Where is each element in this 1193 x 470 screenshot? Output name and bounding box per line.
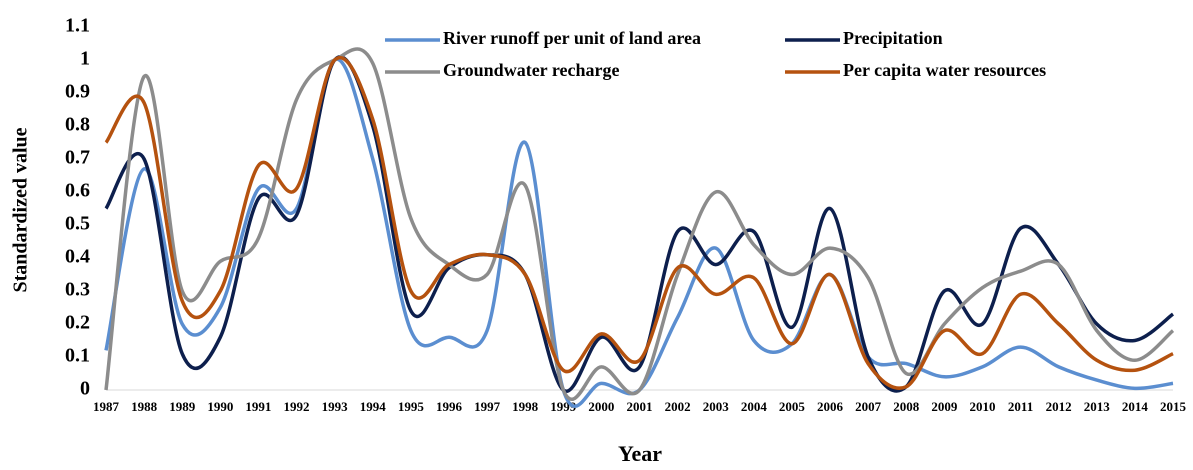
x-tick-label: 2006: [817, 399, 844, 414]
x-tick-label: 2003: [703, 399, 730, 414]
x-tick-label: 1998: [512, 399, 539, 414]
y-tick-label: 0.7: [65, 147, 90, 169]
y-tick-label: 0.6: [65, 180, 90, 202]
series-line: [104, 47, 1175, 401]
legend-label: Groundwater recharge: [443, 60, 619, 80]
y-tick-label: 0.3: [65, 279, 90, 301]
x-tick-label: 1989: [169, 399, 196, 414]
x-tick-label: 1987: [93, 399, 120, 414]
y-tick-label: 0.1: [65, 345, 90, 367]
x-tick-label: 2002: [665, 399, 691, 414]
x-tick-label: 2007: [855, 399, 882, 414]
y-tick-label: 0.4: [65, 246, 90, 268]
x-tick-label: 2013: [1084, 399, 1111, 414]
series-line: [104, 56, 1174, 390]
legend-label: River runoff per unit of land area: [443, 28, 701, 48]
series-line: [104, 57, 1174, 408]
x-tick-label: 2009: [931, 399, 958, 414]
x-axis-title: Year: [618, 441, 662, 466]
y-axis-title: Standardized value: [10, 127, 32, 292]
x-tick-label: 1994: [360, 399, 387, 414]
x-tick-label: 2005: [779, 399, 806, 414]
x-tick-label: 2001: [627, 399, 653, 414]
legend-label: Per capita water resources: [843, 60, 1046, 80]
x-tick-label: 1990: [207, 399, 233, 414]
x-tick-label: 1996: [436, 399, 463, 414]
x-tick-label: 2014: [1122, 399, 1149, 414]
x-tick-label: 1997: [474, 399, 501, 414]
x-tick-label: 1992: [284, 399, 310, 414]
y-tick-label: 0.5: [65, 213, 90, 235]
x-tick-label: 2015: [1160, 399, 1187, 414]
x-tick-label: 2008: [893, 399, 920, 414]
x-tick-label: 2010: [969, 399, 995, 414]
y-tick-label: 0.8: [65, 114, 90, 136]
x-tick-label: 2012: [1046, 399, 1072, 414]
y-tick-label: 1: [80, 48, 90, 70]
x-tick-label: 1995: [398, 399, 425, 414]
y-tick-label: 0: [80, 378, 90, 400]
x-tick-label: 2011: [1008, 399, 1033, 414]
y-tick-label: 0.9: [65, 81, 90, 103]
x-tick-label: 1988: [131, 399, 158, 414]
y-tick-label: 1.1: [65, 15, 90, 37]
x-tick-label: 1991: [245, 399, 271, 414]
x-tick-label: 2004: [741, 399, 768, 414]
x-tick-label: 1993: [322, 399, 349, 414]
legend-label: Precipitation: [843, 28, 943, 48]
x-tick-label: 2000: [588, 399, 614, 414]
series-line: [104, 55, 1175, 393]
y-tick-label: 0.2: [65, 312, 90, 334]
